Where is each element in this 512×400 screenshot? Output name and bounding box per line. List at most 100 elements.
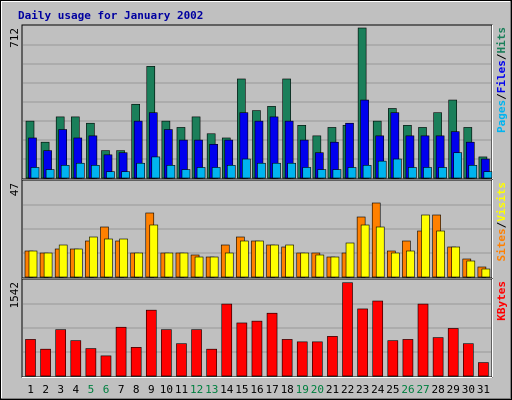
x-tick-label-29: 29 — [447, 383, 460, 396]
bar-kbytes-day-28 — [432, 337, 444, 377]
bar-pages-day-28 — [438, 167, 447, 179]
bar-pages-day-2 — [45, 169, 55, 179]
bar-pages-day-13 — [211, 167, 221, 179]
x-tick-label-7: 7 — [118, 383, 125, 396]
bar-visits-day-12 — [194, 256, 204, 278]
bar-kbytes-day-14 — [221, 303, 233, 377]
x-tick-label-5: 5 — [88, 383, 95, 396]
bar-kbytes-day-13 — [206, 348, 217, 377]
x-tick-label-31: 31 — [477, 383, 490, 396]
bar-kbytes-day-30 — [463, 343, 474, 377]
bar-visits-day-14 — [224, 252, 234, 278]
bar-visits-day-30 — [466, 260, 476, 278]
bar-visits-day-5 — [89, 236, 98, 278]
bar-pages-day-29 — [453, 152, 463, 179]
bar-pages-day-14 — [226, 165, 236, 179]
bar-kbytes-day-9 — [145, 309, 157, 377]
bar-pages-day-31 — [483, 171, 493, 179]
x-tick-label-1: 1 — [27, 383, 34, 396]
panel-bottom: 1542 KBytes — [8, 278, 508, 378]
bar-kbytes-day-20 — [312, 341, 323, 377]
bar-visits-day-9 — [149, 224, 159, 278]
bar-kbytes-day-3 — [55, 329, 66, 377]
bar-visits-day-1 — [28, 250, 38, 278]
panel-max-label: 1542 — [8, 282, 21, 309]
x-tick-label-22: 22 — [341, 383, 354, 396]
bar-visits-day-29 — [451, 246, 461, 278]
bar-pages-day-7 — [121, 171, 130, 179]
panel-legend: Sites/Visits — [495, 182, 508, 262]
bar-kbytes-day-17 — [266, 312, 278, 377]
x-tick-label-26: 26 — [401, 383, 414, 396]
bar-visits-day-6 — [104, 238, 113, 278]
bar-visits-day-27 — [421, 214, 430, 278]
x-tick-label-6: 6 — [103, 383, 110, 396]
bar-visits-day-17 — [270, 244, 279, 278]
bar-visits-day-23 — [360, 224, 370, 278]
bar-visits-day-20 — [315, 254, 325, 278]
x-tick-label-18: 18 — [281, 383, 294, 396]
panel-middle: 47 Sites/Visits — [8, 179, 508, 279]
bar-kbytes-day-6 — [100, 355, 112, 377]
x-tick-label-13: 13 — [205, 383, 218, 396]
bar-kbytes-day-16 — [251, 320, 263, 377]
bar-kbytes-day-8 — [130, 347, 142, 377]
bar-kbytes-day-26 — [402, 339, 414, 377]
bar-kbytes-day-22 — [342, 282, 353, 377]
legend-entry-pages: Pages — [495, 100, 508, 133]
bar-kbytes-day-18 — [281, 339, 293, 377]
x-tick-label-11: 11 — [175, 383, 188, 396]
bar-kbytes-day-21 — [327, 336, 338, 377]
x-tick-label-24: 24 — [371, 383, 385, 396]
panel-legend: KBytes — [495, 281, 508, 321]
bar-visits-day-4 — [73, 248, 83, 278]
x-tick-label-27: 27 — [416, 383, 429, 396]
bar-visits-day-11 — [179, 252, 189, 278]
bar-pages-day-10 — [166, 165, 176, 179]
bar-pages-day-26 — [408, 167, 417, 179]
x-tick-label-3: 3 — [57, 383, 64, 396]
x-tick-label-14: 14 — [220, 383, 234, 396]
panel-max-label: 712 — [8, 28, 21, 48]
bar-kbytes-day-7 — [115, 326, 127, 377]
x-tick-label-8: 8 — [133, 383, 140, 396]
bar-visits-day-24 — [375, 226, 385, 278]
bar-pages-day-17 — [272, 162, 281, 179]
bar-pages-day-5 — [91, 165, 100, 179]
bar-visits-day-26 — [406, 250, 415, 278]
bar-visits-day-8 — [134, 252, 143, 278]
x-tick-label-15: 15 — [235, 383, 248, 396]
bar-pages-day-24 — [377, 160, 387, 179]
bar-kbytes-day-1 — [25, 339, 36, 377]
bar-pages-day-19 — [302, 167, 312, 179]
legend-entry-kbytes: KBytes — [495, 281, 508, 321]
legend-entry-sites: Sites — [495, 228, 508, 261]
bar-visits-day-25 — [391, 252, 400, 278]
bar-kbytes-day-25 — [387, 340, 399, 377]
chart-title: Daily usage for January 2002 — [18, 9, 203, 22]
bar-visits-day-7 — [119, 238, 128, 278]
bar-pages-day-21 — [332, 169, 342, 179]
bar-pages-day-30 — [468, 165, 478, 179]
x-tick-label-28: 28 — [432, 383, 445, 396]
bar-pages-day-6 — [106, 171, 115, 179]
x-tick-label-20: 20 — [311, 383, 324, 396]
bar-pages-day-1 — [30, 167, 40, 179]
bar-pages-day-15 — [242, 158, 251, 179]
bar-visits-day-2 — [43, 252, 53, 278]
bar-kbytes-day-19 — [296, 341, 308, 377]
x-tick-label-21: 21 — [326, 383, 339, 396]
panel-legend: Pages/Files/Hits — [495, 27, 508, 133]
bar-visits-day-31 — [481, 268, 491, 278]
bar-pages-day-25 — [393, 158, 402, 179]
bar-visits-day-28 — [436, 230, 445, 278]
panel-max-label: 47 — [8, 183, 21, 196]
x-tick-label-30: 30 — [462, 383, 475, 396]
legend-separator: / — [495, 53, 508, 60]
x-tick-label-10: 10 — [160, 383, 173, 396]
legend-entry-visits: Visits — [495, 182, 508, 222]
bar-pages-day-16 — [257, 162, 266, 179]
bar-visits-day-21 — [330, 256, 340, 278]
bar-visits-day-10 — [164, 252, 174, 278]
